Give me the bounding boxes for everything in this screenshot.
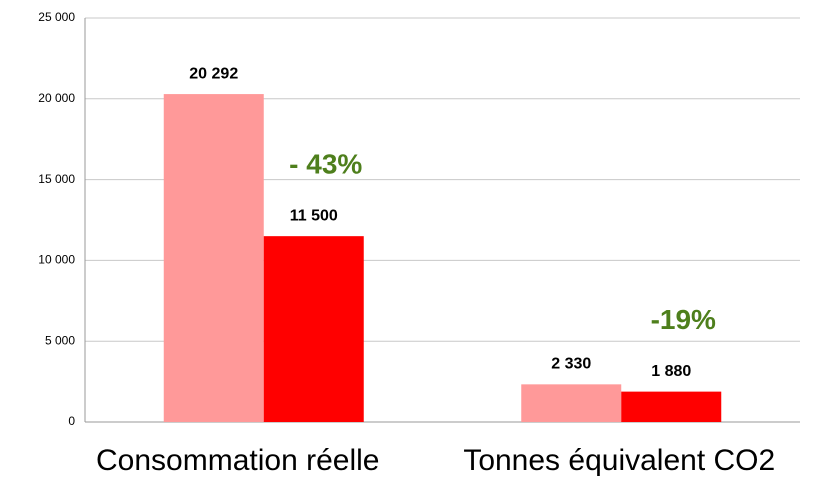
value-label: 11 500 — [290, 207, 338, 224]
annotation: - 43% — [289, 149, 362, 180]
value-label: 1 880 — [651, 363, 691, 380]
bar — [521, 384, 622, 422]
bar — [621, 391, 722, 422]
bar — [163, 94, 264, 422]
value-label: 2 330 — [551, 356, 591, 373]
annotation: -19% — [651, 304, 716, 335]
y-tick-label: 10 000 — [38, 253, 75, 267]
y-tick-label: 0 — [68, 414, 75, 428]
y-tick-label: 15 000 — [38, 172, 75, 186]
value-label: 20 292 — [189, 65, 238, 82]
y-tick-label: 5 000 — [45, 333, 75, 347]
x-tick-label: Tonnes équivalent CO2 — [463, 444, 775, 477]
bar — [263, 236, 364, 422]
y-tick-label: 25 000 — [38, 10, 75, 24]
x-tick-label: Consommation réelle — [96, 444, 379, 477]
y-tick-label: 20 000 — [38, 91, 75, 105]
